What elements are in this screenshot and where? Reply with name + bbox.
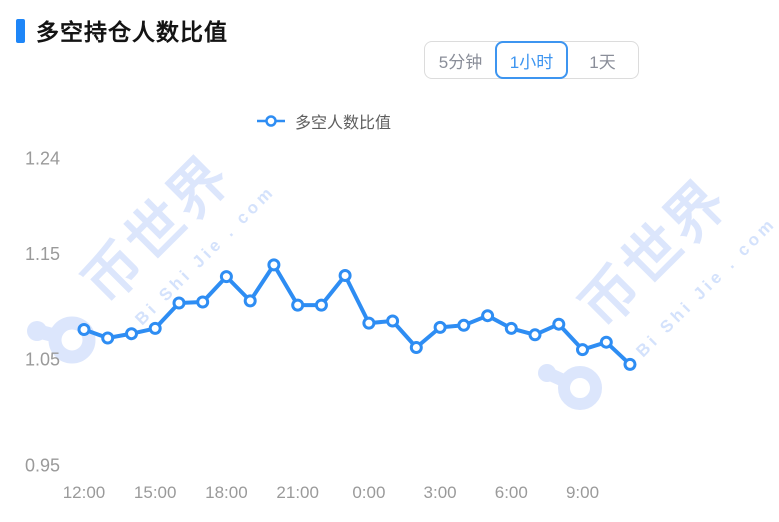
data-point-20:00[interactable] bbox=[267, 258, 281, 272]
watermark-logo-dot bbox=[538, 364, 556, 382]
data-point-8:00[interactable] bbox=[552, 317, 566, 331]
x-axis-label: 12:00 bbox=[63, 483, 106, 502]
watermark-logo-dot bbox=[27, 321, 47, 341]
data-point-17:00[interactable] bbox=[196, 295, 210, 309]
y-axis-label: 1.15 bbox=[25, 244, 60, 264]
x-axis-label: 0:00 bbox=[352, 483, 385, 502]
data-point-2:00[interactable] bbox=[409, 341, 423, 354]
data-point-7:00[interactable] bbox=[528, 328, 542, 342]
data-point-5:00[interactable] bbox=[481, 309, 495, 323]
watermark-logo-ring bbox=[558, 366, 602, 410]
tab-5min[interactable]: 5分钟 bbox=[438, 52, 483, 72]
y-axis-label: 0.95 bbox=[25, 456, 60, 476]
data-point-15:00[interactable] bbox=[148, 321, 162, 335]
title-accent-bar bbox=[16, 19, 25, 43]
tab-1hour[interactable]: 1小时 bbox=[495, 41, 568, 79]
data-point-3:00[interactable] bbox=[433, 320, 447, 334]
series-plot bbox=[77, 258, 637, 371]
x-axis-label: 15:00 bbox=[134, 483, 177, 502]
data-point-1:00[interactable] bbox=[386, 314, 400, 328]
x-axis-label: 21:00 bbox=[276, 483, 319, 502]
data-point-21:00[interactable] bbox=[291, 298, 305, 312]
data-point-18:00[interactable] bbox=[219, 270, 233, 284]
data-point-11:00[interactable] bbox=[623, 357, 637, 371]
legend-line-marker-icon bbox=[257, 115, 285, 127]
data-point-14:00[interactable] bbox=[125, 327, 138, 341]
legend-item[interactable]: 多空人数比值 bbox=[256, 109, 391, 133]
page-title: 多空持仓人数比值 bbox=[36, 19, 228, 45]
data-point-19:00[interactable] bbox=[243, 294, 257, 308]
data-point-9:00[interactable] bbox=[576, 343, 589, 357]
data-point-12:00[interactable] bbox=[77, 323, 91, 336]
period-tab-group: 5分钟 1小时 1天 bbox=[424, 41, 639, 79]
data-point-0:00[interactable] bbox=[362, 316, 376, 330]
data-point-16:00[interactable] bbox=[172, 296, 186, 310]
x-axis-label: 6:00 bbox=[495, 483, 528, 502]
data-point-23:00[interactable] bbox=[338, 269, 352, 282]
data-point-6:00[interactable] bbox=[504, 321, 518, 335]
y-axis-label: 1.24 bbox=[25, 149, 60, 169]
watermark-right: 币世界 Bi Shi Jie . com bbox=[538, 168, 779, 410]
x-axis-label: 3:00 bbox=[424, 483, 457, 502]
data-point-10:00[interactable] bbox=[599, 335, 613, 349]
data-point-4:00[interactable] bbox=[457, 318, 471, 332]
x-axis-label: 18:00 bbox=[205, 483, 248, 502]
legend-label: 多空人数比值 bbox=[295, 115, 392, 132]
y-axis-label: 1.05 bbox=[25, 350, 60, 370]
watermark-cjk-text: 币世界 bbox=[568, 168, 741, 341]
tab-1day[interactable]: 1天 bbox=[589, 52, 616, 72]
data-point-22:00[interactable] bbox=[314, 298, 328, 312]
x-axis-label: 9:00 bbox=[566, 483, 599, 502]
data-point-13:00[interactable] bbox=[101, 331, 115, 345]
